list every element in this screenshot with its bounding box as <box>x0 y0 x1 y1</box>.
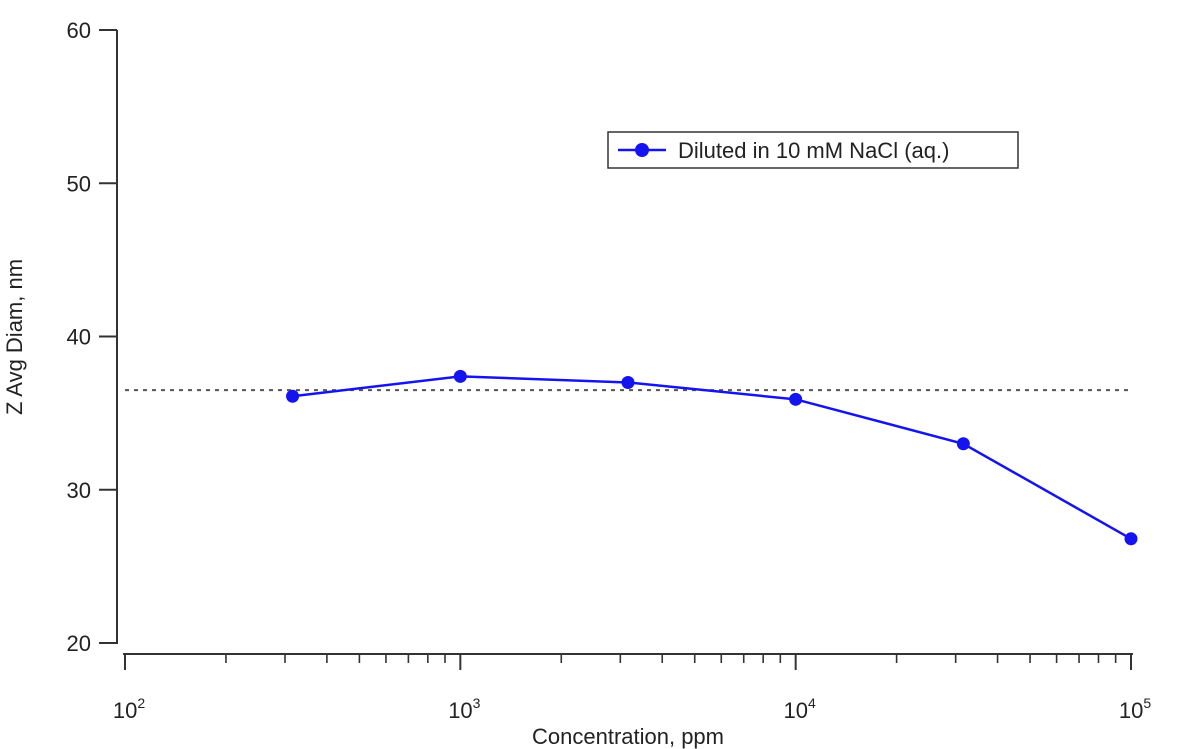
data-point <box>286 389 300 403</box>
y-tick-label: 60 <box>67 18 91 43</box>
legend-marker <box>635 143 649 157</box>
data-point <box>956 437 970 451</box>
y-axis-title: Z Avg Diam, nm <box>2 259 27 415</box>
x-tick-exponent: 4 <box>808 695 816 711</box>
legend: Diluted in 10 mM NaCl (aq.) <box>607 131 1019 169</box>
y-tick-label: 40 <box>67 325 91 350</box>
data-point <box>621 375 635 389</box>
x-tick-label: 104 <box>784 695 816 723</box>
y-tick-label: 50 <box>67 171 91 196</box>
x-tick-label: 103 <box>448 695 480 723</box>
x-axis-title: Concentration, ppm <box>532 724 724 749</box>
x-tick-exponent: 2 <box>137 695 145 711</box>
y-tick-label: 30 <box>67 478 91 503</box>
x-tick-exponent: 3 <box>473 695 481 711</box>
series-group <box>286 369 1138 546</box>
x-tick-label: 105 <box>1119 695 1151 723</box>
y-tick-label: 20 <box>67 631 91 656</box>
x-tick-exponent: 5 <box>1143 695 1151 711</box>
x-tick-base: 10 <box>113 698 137 723</box>
legend-box <box>607 131 1019 169</box>
x-tick-base: 10 <box>1119 698 1143 723</box>
data-point <box>789 392 803 406</box>
x-tick-label: 102 <box>113 695 145 723</box>
axes <box>116 30 1133 655</box>
series-line <box>292 375 1132 540</box>
data-point <box>1124 532 1138 546</box>
data-point <box>453 369 467 383</box>
x-tick-base: 10 <box>784 698 808 723</box>
legend-label: Diluted in 10 mM NaCl (aq.) <box>678 138 949 163</box>
x-tick-base: 10 <box>448 698 472 723</box>
